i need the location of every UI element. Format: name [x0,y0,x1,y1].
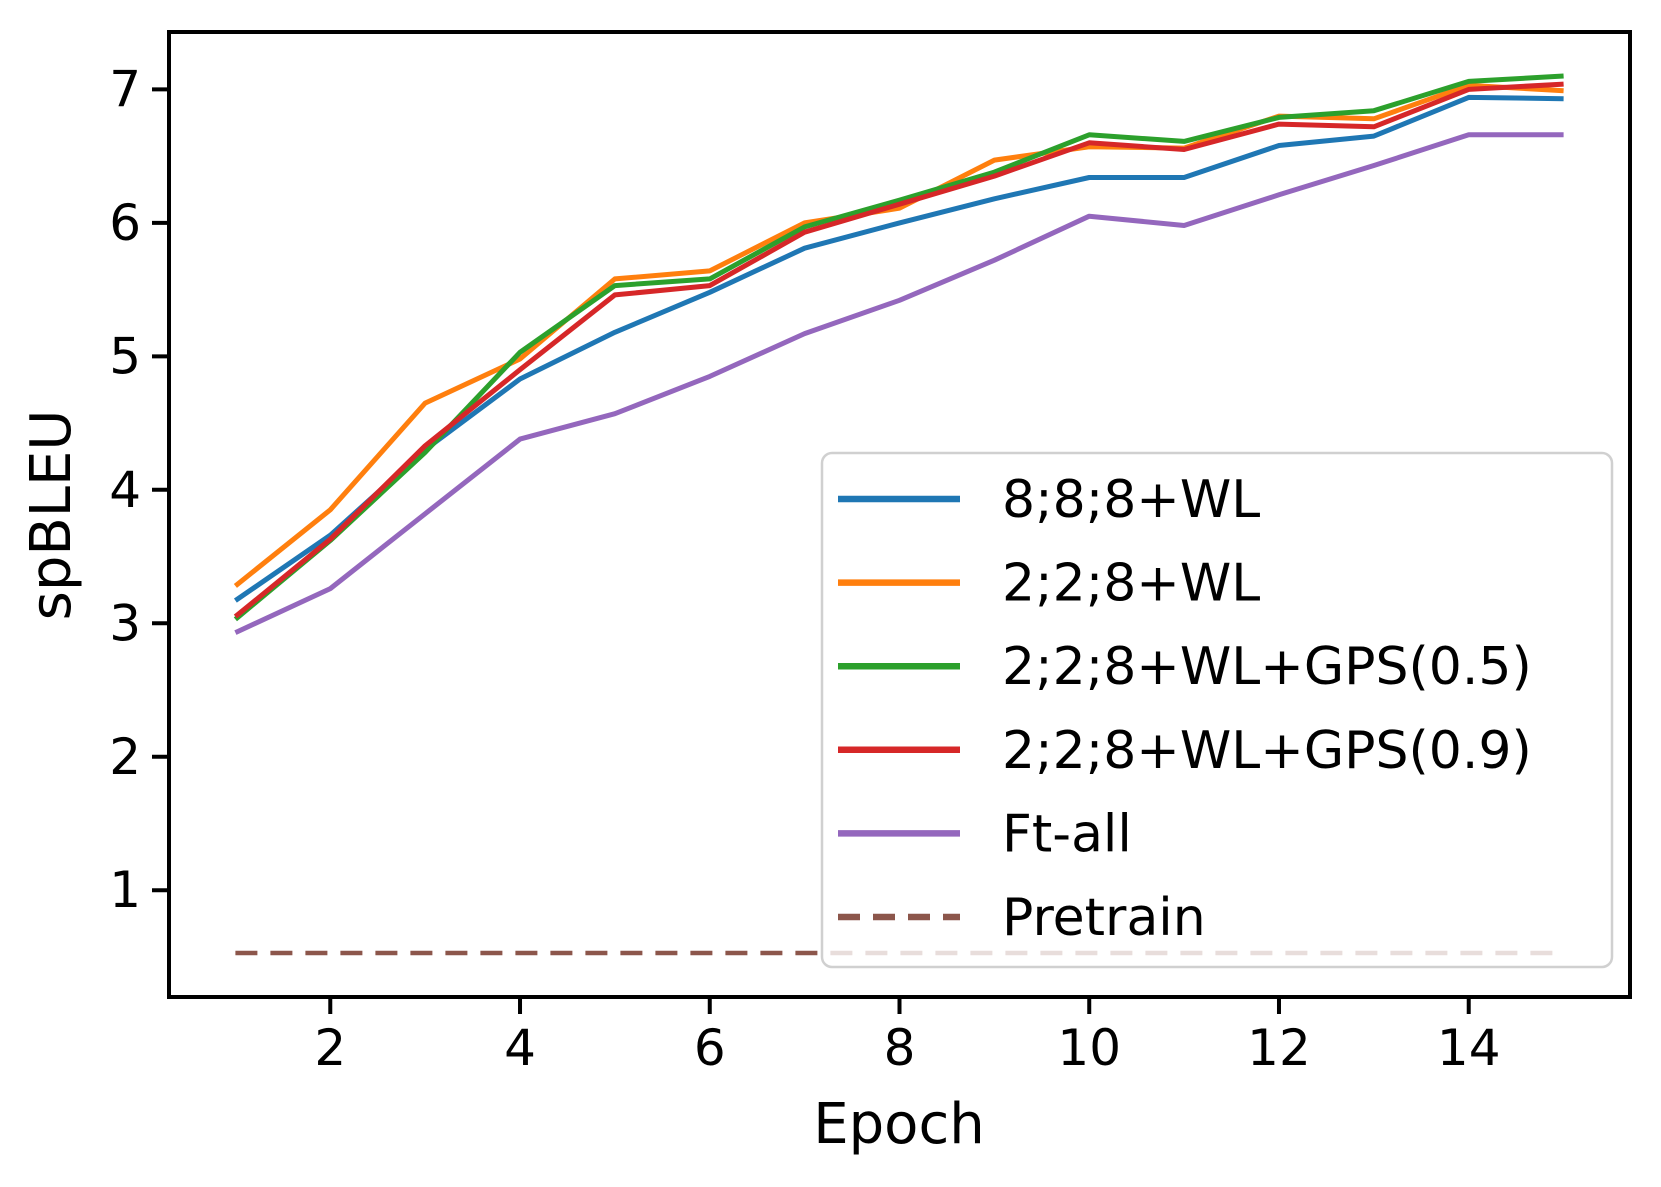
series-line-3 [233,81,1564,619]
legend-entry-label-4: Ft-all [1002,804,1132,864]
x-axis-ticks: 2 4 6 8 10 12 14 [314,997,1501,1077]
y-tick-label: 6 [109,194,141,252]
series-line-0 [233,94,1564,603]
x-tick-label: 6 [694,1019,726,1077]
legend-entry-label-2: 2;2;8+WL+GPS(0.5) [1002,637,1532,697]
legend-entry-label-0: 8;8;8+WL [1002,470,1260,530]
y-tick-label: 4 [109,461,141,519]
x-tick-label: 10 [1057,1019,1121,1077]
legend-entry-label-5: Pretrain [1002,888,1206,948]
x-tick-label: 14 [1437,1019,1501,1077]
legend: 8;8;8+WL 2;2;8+WL 2;2;8+WL+GPS(0.5) 2;2;8+W… [820,451,1614,969]
y-tick-label: 7 [109,60,141,118]
series-line-1 [233,82,1564,588]
y-tick-label: 5 [109,327,141,385]
x-axis-label: Epoch [813,1092,984,1157]
legend-box [820,451,1614,969]
x-tick-label: 12 [1247,1019,1311,1077]
y-axis-ticks: 1 2 3 4 5 6 7 [109,60,169,919]
x-tick-label: 2 [314,1019,346,1077]
y-axis-label: spBLEU [19,410,84,621]
x-tick-label: 4 [504,1019,536,1077]
series-line-4 [234,132,1564,635]
y-tick-label: 3 [109,594,141,652]
legend-entry-label-3: 2;2;8+WL+GPS(0.9) [1002,721,1532,781]
y-tick-label: 1 [109,861,141,919]
legend-entry-label-1: 2;2;8+WL [1002,554,1260,614]
y-tick-label: 2 [109,728,141,786]
x-tick-label: 8 [884,1019,916,1077]
